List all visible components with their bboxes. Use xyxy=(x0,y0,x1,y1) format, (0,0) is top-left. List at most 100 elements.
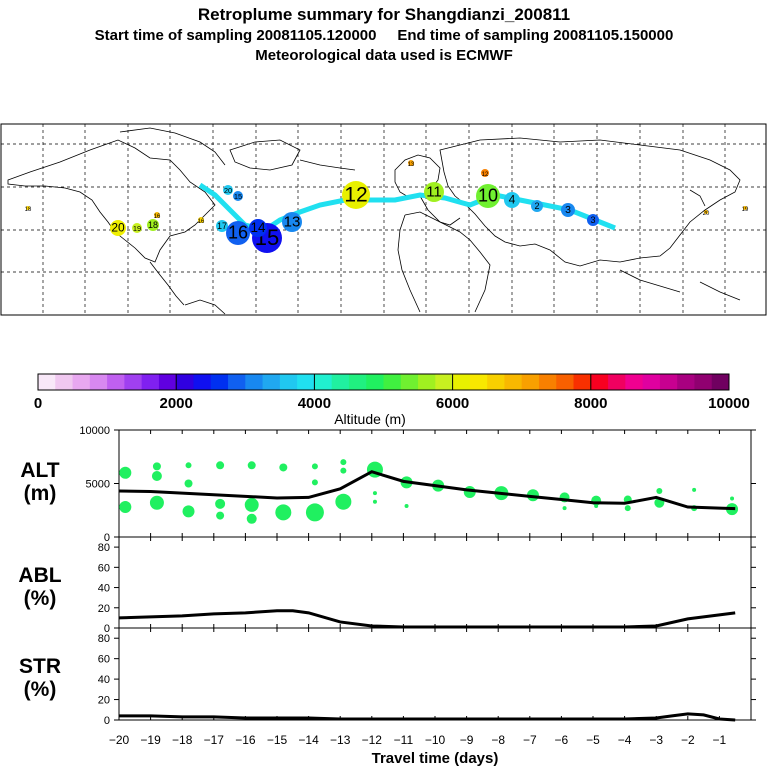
colorbar-swatch xyxy=(452,374,471,390)
colorbar-tick-label: 4000 xyxy=(298,395,331,412)
altitude-point xyxy=(246,513,257,524)
altitude-point xyxy=(247,461,256,470)
plume-marker xyxy=(282,212,302,232)
x-tick-label: −13 xyxy=(330,733,351,747)
colorbar-swatch xyxy=(400,374,419,390)
altitude-point xyxy=(151,471,162,482)
y-tick-label: 0 xyxy=(104,623,110,635)
colorbar-swatch xyxy=(487,374,505,390)
colorbar-swatch xyxy=(210,374,229,390)
plume-day-label: 3 xyxy=(590,215,595,225)
altitude-point xyxy=(149,495,164,510)
plume-day-label: 17 xyxy=(217,221,227,231)
x-tick-label: −1 xyxy=(713,733,727,747)
coastlines xyxy=(7,127,741,315)
x-axis-label: Travel time (days) xyxy=(372,750,499,767)
series-line xyxy=(118,609,736,629)
colorbar-swatch xyxy=(72,374,91,390)
plume-day-label: 16 xyxy=(228,222,248,242)
x-tick-label: −4 xyxy=(618,733,632,747)
colorbar-swatch xyxy=(694,374,713,390)
colorbar-tick-label: 8000 xyxy=(574,395,607,412)
plume-marker xyxy=(561,203,575,217)
colorbar-swatch xyxy=(625,374,644,390)
x-tick-label: −10 xyxy=(425,733,446,747)
altitude-point xyxy=(594,503,599,508)
colorbar-swatch xyxy=(642,374,661,390)
plume-marker xyxy=(342,181,370,209)
chart-title: Retroplume summary for Shangdianzi_20081… xyxy=(197,5,571,24)
colorbar-swatch xyxy=(538,374,557,390)
altitude-point xyxy=(215,498,226,509)
colorbar-label: Altitude (m) xyxy=(334,411,406,427)
plume-day-label: 16 xyxy=(154,214,161,220)
colorbar-swatch xyxy=(158,374,177,390)
y-tick-label: 5000 xyxy=(86,479,110,491)
plume-marker xyxy=(147,219,159,231)
plume-day-label: 3 xyxy=(565,204,571,216)
series-line xyxy=(119,712,736,722)
plume-marker xyxy=(154,212,160,218)
panel-alt: 10000 5000 0 ALT(m) xyxy=(20,425,756,544)
colorbar-swatch xyxy=(504,374,523,390)
panel-label: ABL xyxy=(18,564,61,587)
y-tick-label: 20 xyxy=(98,603,110,615)
altitude-point xyxy=(372,499,377,504)
plume-marker xyxy=(704,210,708,214)
x-tick-label: −5 xyxy=(586,733,600,747)
plume-day-label: 15 xyxy=(234,192,242,201)
colorbar-swatch xyxy=(521,374,540,390)
colorbar-swatch xyxy=(711,374,730,390)
y-tick-label: 80 xyxy=(98,633,110,645)
altitude-point xyxy=(404,503,409,508)
plume-day-label: 19 xyxy=(133,224,141,233)
colorbar-swatch xyxy=(193,374,212,390)
plume-day-label: 14 xyxy=(250,220,266,235)
colorbar-swatch xyxy=(366,374,384,390)
colorbar-tick-label: 2000 xyxy=(160,395,193,412)
plume-day-label: 2 xyxy=(534,201,539,211)
altitude-point xyxy=(182,505,195,518)
plume-marker xyxy=(198,217,204,223)
plume-day-label: 4 xyxy=(509,193,516,207)
x-tick-label: −8 xyxy=(491,733,505,747)
time-series-panels: 1000050000ALT(m)806040200ABL(%)806040200… xyxy=(18,425,756,767)
plume-marker xyxy=(216,220,228,232)
plume-day-label: 12 xyxy=(482,172,489,178)
plume-marker xyxy=(226,221,250,245)
colorbar-swatch xyxy=(228,374,246,390)
met-data-note: Meteorological data used is ECMWF xyxy=(255,47,513,64)
y-tick-label: 20 xyxy=(98,695,110,707)
colorbar-swatch xyxy=(38,374,56,390)
colorbar-tick-label: 10000 xyxy=(708,395,750,412)
y-tick-label: 60 xyxy=(98,562,110,574)
colorbar-swatch xyxy=(677,374,695,390)
altitude-point xyxy=(335,493,352,510)
altitude-point xyxy=(372,491,377,496)
map-frame xyxy=(0,123,767,316)
x-tick-label: −9 xyxy=(460,733,474,747)
panel-str: 80 60 40 20 0 STR(%) xyxy=(19,627,756,727)
y-tick-label: 80 xyxy=(98,542,110,554)
plume-marker xyxy=(408,160,414,166)
colorbar-swatch xyxy=(435,374,454,390)
altitude-point xyxy=(185,462,192,469)
altitude-point xyxy=(279,463,288,472)
plume-marker xyxy=(424,182,444,202)
panel-unit: (%) xyxy=(24,587,57,610)
plume-marker xyxy=(26,206,30,210)
plume-marker xyxy=(249,219,267,237)
colorbar-swatch xyxy=(348,374,367,390)
x-tick-label: −16 xyxy=(235,733,256,747)
altitude-point xyxy=(305,503,324,522)
altitude-point xyxy=(184,479,193,488)
plume-marker xyxy=(476,184,500,208)
x-tick-label: −6 xyxy=(555,733,569,747)
x-tick-label: −15 xyxy=(267,733,288,747)
colorbar-swatch xyxy=(573,374,592,390)
plume-day-label: 16 xyxy=(198,219,205,225)
plume-day-label: 19 xyxy=(742,207,749,213)
colorbar-swatch xyxy=(590,374,609,390)
altitude-point xyxy=(340,459,347,466)
